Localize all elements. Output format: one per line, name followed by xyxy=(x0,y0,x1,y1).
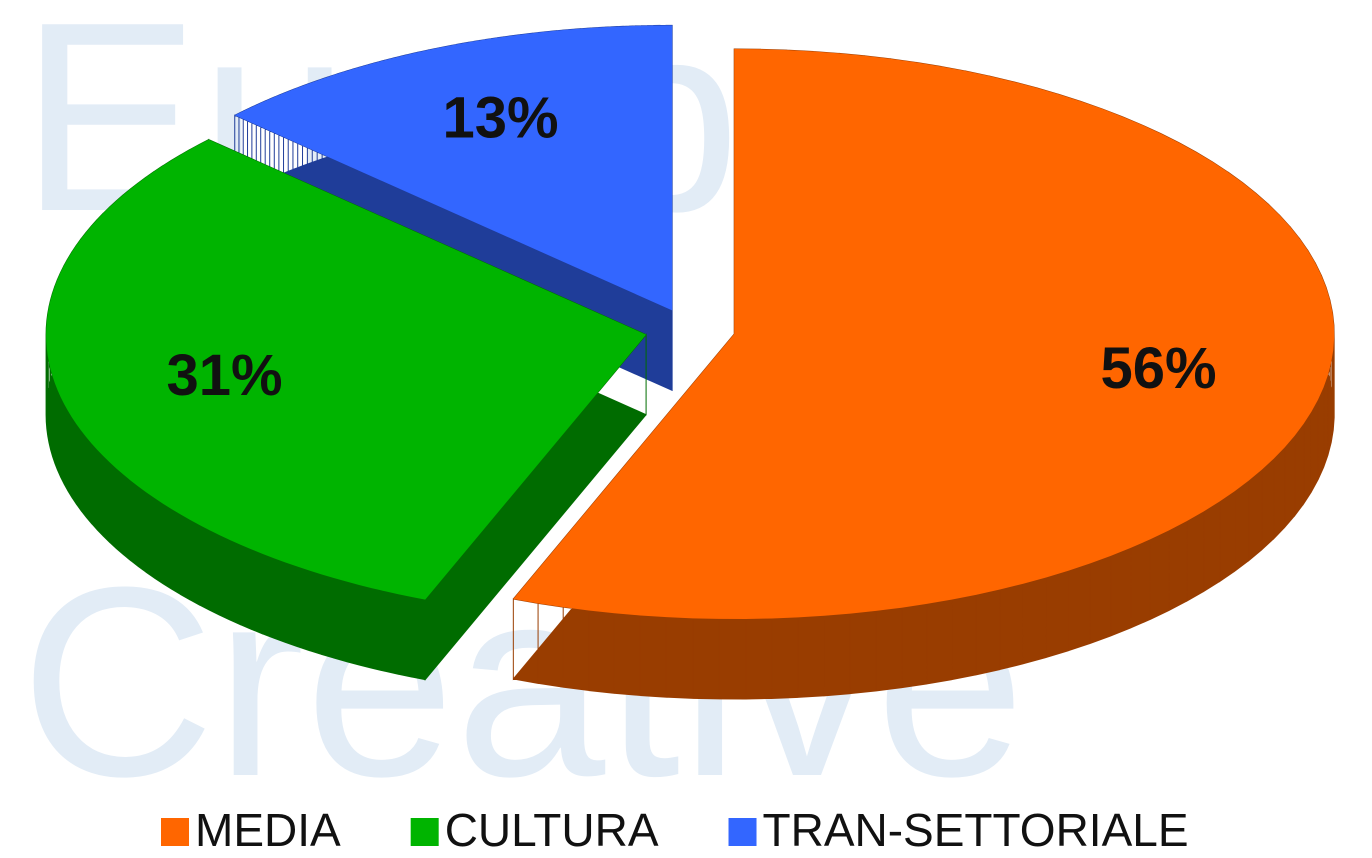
legend-label: CULTURA xyxy=(445,804,659,856)
legend: MEDIA CULTURA TRAN-SETTORIALE xyxy=(161,804,1189,856)
legend-swatch xyxy=(728,818,757,846)
slice xyxy=(513,49,1335,619)
data-label: 56% xyxy=(1101,336,1217,401)
slice xyxy=(46,139,647,600)
data-label: 13% xyxy=(443,85,559,150)
legend-label: TRAN-SETTORIALE xyxy=(763,804,1189,856)
slice xyxy=(234,25,673,311)
pie: 13% 56% 31% xyxy=(45,24,1335,700)
legend-swatch xyxy=(410,818,439,846)
legend-label: MEDIA xyxy=(195,804,341,856)
legend-swatch xyxy=(161,818,189,846)
data-label: 31% xyxy=(166,343,282,408)
